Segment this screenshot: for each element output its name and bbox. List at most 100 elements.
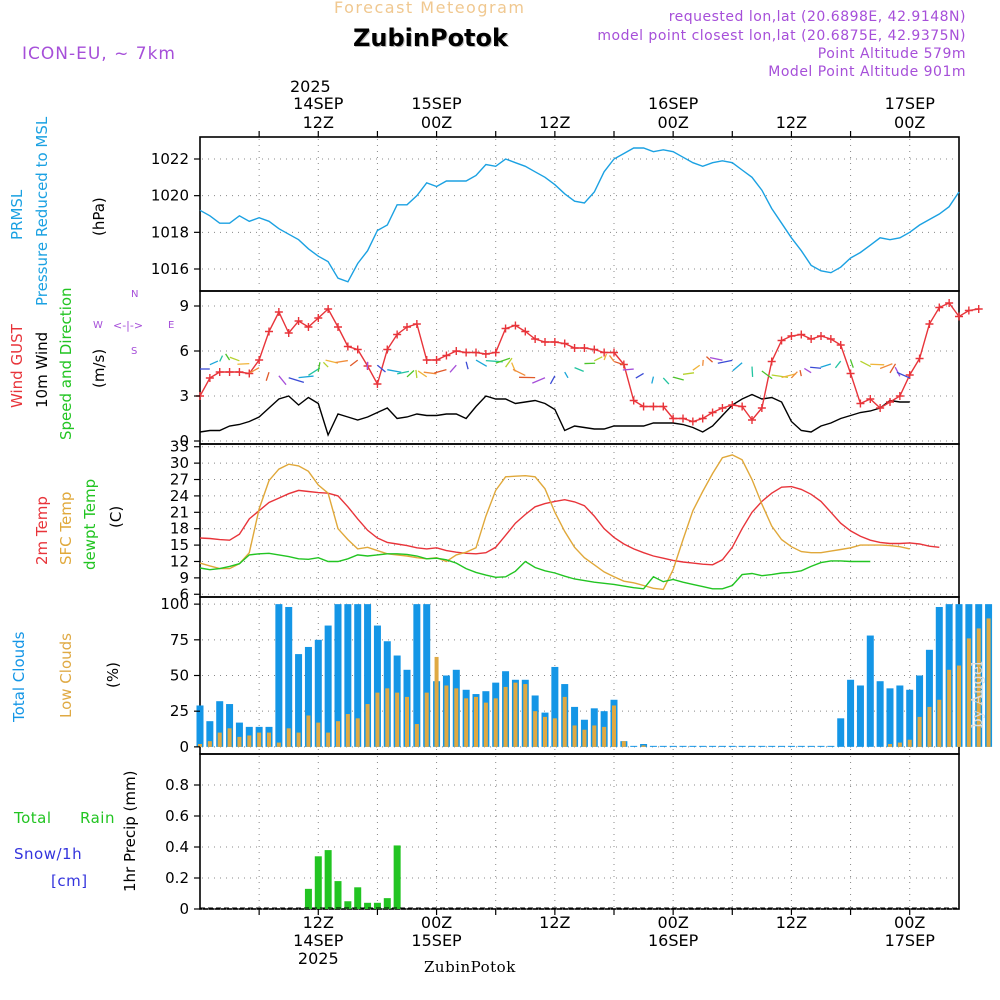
total-cloud-bar <box>925 649 933 747</box>
gust-point <box>570 344 579 352</box>
wind-direction-arrow <box>387 369 402 373</box>
total-cloud-bar <box>916 675 924 747</box>
model-altitude: Model Point Altitude 901m <box>768 64 966 80</box>
low-cloud-bar <box>424 692 429 747</box>
gust-point <box>935 303 944 312</box>
low-cloud-bar <box>405 696 409 747</box>
wind-direction-arrow <box>574 367 584 372</box>
rain-bar <box>334 881 342 909</box>
compass-e-label: E <box>168 320 175 331</box>
wind-direction-arrow <box>495 357 511 364</box>
gust-point <box>866 395 875 403</box>
gust-point <box>225 368 234 376</box>
gust-point <box>550 338 559 346</box>
wind-direction-arrow <box>219 355 224 362</box>
low-cloud-bar <box>513 682 518 747</box>
y-tick-label: 0.4 <box>165 838 189 856</box>
gust-point <box>511 321 520 330</box>
gust-point <box>748 416 756 424</box>
gust-point <box>462 348 471 357</box>
wind-direction-arrow <box>820 363 832 368</box>
wind-direction-arrow <box>705 356 714 363</box>
low-cloud-bar <box>927 706 932 747</box>
y-tick-label: 21 <box>170 503 189 521</box>
wind-direction-arrow <box>317 362 321 372</box>
wind-direction-arrow <box>593 356 603 362</box>
y-tick-label: 1016 <box>151 260 189 278</box>
y-tick-label: 3 <box>179 387 189 405</box>
y-tick-label: 1022 <box>151 150 189 168</box>
low-cloud-bar <box>533 711 538 747</box>
wind-direction-arrow <box>278 375 287 386</box>
y-tick-label: 27 <box>170 471 189 489</box>
gust-point <box>531 335 540 343</box>
low-cloud-bar <box>612 705 616 747</box>
gust-point <box>481 350 490 358</box>
low-cloud-bar <box>986 618 991 747</box>
wind-direction-arrow <box>781 373 797 379</box>
gust-point <box>432 356 441 364</box>
wind-direction-arrow <box>475 359 488 367</box>
y-tick-label: 0.8 <box>165 776 189 794</box>
wind-direction-arrow <box>672 376 684 381</box>
clouds-unit-label: (%) <box>104 662 122 688</box>
gust-point <box>669 414 678 423</box>
gust-point <box>343 342 352 351</box>
top-time-label: 00Z <box>894 113 926 132</box>
y-tick-label: 6 <box>179 585 189 603</box>
low-cloud-bar <box>345 714 350 747</box>
total-cloud-bar <box>334 604 342 747</box>
low-cloud-bar <box>483 702 488 747</box>
low-cloud-bar <box>957 665 961 747</box>
gust-point <box>383 345 392 354</box>
gust-point <box>491 348 500 357</box>
y-tick-label: 50 <box>170 667 189 685</box>
rain-bar <box>314 856 322 909</box>
gust-point <box>915 354 924 363</box>
gust-point <box>284 329 293 337</box>
low-cloud-bar <box>286 728 291 747</box>
y-tick-label: 0 <box>179 738 189 756</box>
low-cloud-bar <box>523 684 528 747</box>
total-clouds-label: Total Clouds <box>10 631 28 722</box>
gust-point <box>334 323 342 331</box>
wind-direction-arrow <box>322 361 329 368</box>
wind-direction-arrow <box>662 377 670 385</box>
rain-label-2: Rain <box>80 809 115 827</box>
y-tick-label: 1020 <box>151 187 189 205</box>
total-cloud-bar <box>718 745 726 747</box>
low-cloud-bar <box>917 716 922 747</box>
wind-direction-arrow <box>870 363 885 366</box>
wind-direction-arrow <box>209 360 219 366</box>
gust-point <box>925 320 934 328</box>
compass-n-label: N <box>131 289 139 300</box>
rain-bar <box>304 888 312 909</box>
bottom-time-label: 14SEP <box>293 931 344 950</box>
low-cloud-bar <box>296 732 301 747</box>
rain-bar <box>324 850 332 909</box>
rain-label: Total <box>14 809 52 827</box>
wind-direction-arrow <box>417 370 428 378</box>
wind-direction-arrow <box>609 355 615 362</box>
total-cloud-bar <box>551 666 559 747</box>
gust-point <box>787 332 796 340</box>
top-time-label: 14SEP <box>293 94 344 113</box>
total-cloud-bar <box>354 604 362 747</box>
wind-direction-arrow <box>622 368 634 371</box>
gust-point <box>472 348 480 357</box>
wind-direction-arrow <box>505 357 513 368</box>
y-tick-label: 75 <box>170 631 189 649</box>
prmsl-desc-label: Pressure Reduced to MSL <box>33 116 51 306</box>
wind-direction-arrow <box>564 371 569 379</box>
wind-unit-label: (m/s) <box>90 348 108 388</box>
wind-direction-arrow <box>635 372 644 379</box>
y-tick-label: 25 <box>170 702 189 720</box>
gust-point <box>659 402 668 411</box>
total-cloud-bar <box>324 625 332 747</box>
wind-direction-arrow <box>377 364 386 373</box>
total-cloud-bar <box>304 646 312 747</box>
t2m-label: 2m Temp <box>33 496 51 565</box>
gust-point <box>353 345 362 354</box>
gust-point <box>817 332 825 340</box>
